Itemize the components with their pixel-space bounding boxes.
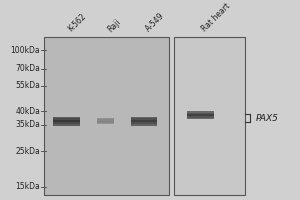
FancyBboxPatch shape <box>53 122 80 124</box>
FancyBboxPatch shape <box>97 123 114 124</box>
FancyBboxPatch shape <box>131 117 158 118</box>
FancyBboxPatch shape <box>131 122 158 124</box>
Text: 100kDa: 100kDa <box>11 46 40 55</box>
Text: Rat heart: Rat heart <box>200 2 232 34</box>
FancyBboxPatch shape <box>131 124 158 126</box>
Text: PAX5: PAX5 <box>256 114 278 123</box>
Text: Raji: Raji <box>105 17 122 34</box>
Text: 40kDa: 40kDa <box>15 107 40 116</box>
Text: 70kDa: 70kDa <box>15 64 40 73</box>
FancyBboxPatch shape <box>174 37 245 195</box>
FancyBboxPatch shape <box>187 114 214 116</box>
Text: 15kDa: 15kDa <box>15 182 40 191</box>
FancyBboxPatch shape <box>187 118 214 119</box>
FancyBboxPatch shape <box>53 124 80 126</box>
FancyBboxPatch shape <box>187 111 214 113</box>
FancyBboxPatch shape <box>97 118 114 119</box>
FancyBboxPatch shape <box>97 121 114 122</box>
Text: 35kDa: 35kDa <box>15 120 40 129</box>
FancyBboxPatch shape <box>187 113 214 114</box>
FancyBboxPatch shape <box>131 120 158 122</box>
FancyBboxPatch shape <box>53 120 80 122</box>
FancyBboxPatch shape <box>131 118 158 120</box>
FancyBboxPatch shape <box>53 117 80 118</box>
FancyBboxPatch shape <box>53 118 80 120</box>
FancyBboxPatch shape <box>187 116 214 118</box>
Text: 55kDa: 55kDa <box>15 81 40 90</box>
FancyBboxPatch shape <box>97 119 114 121</box>
Text: 25kDa: 25kDa <box>15 147 40 156</box>
Text: K-562: K-562 <box>67 12 88 34</box>
FancyBboxPatch shape <box>44 37 169 195</box>
Text: A-549: A-549 <box>144 11 166 34</box>
FancyBboxPatch shape <box>97 122 114 123</box>
